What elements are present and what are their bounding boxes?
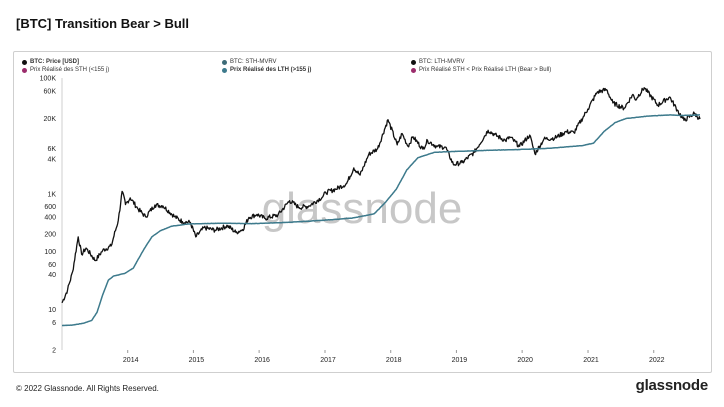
legend-dot xyxy=(222,67,227,73)
page-title: [BTC] Transition Bear > Bull xyxy=(16,16,189,31)
x-tick-label: 2018 xyxy=(386,357,402,364)
x-tick-label: 2020 xyxy=(517,357,533,364)
y-tick-label: 200 xyxy=(44,232,56,239)
x-tick-label: 2015 xyxy=(189,357,205,364)
legend-dot xyxy=(222,59,227,65)
legend-item-sth-mvrv[interactable]: BTC: STH-MVRV xyxy=(222,59,277,65)
y-tick-label: 1K xyxy=(47,191,56,198)
chart-panel: BTC: Price [USD] BTC: STH-MVRV BTC: LTH-… xyxy=(13,51,712,373)
legend-label: BTC: STH-MVRV xyxy=(230,59,277,65)
series-lines xyxy=(61,87,701,327)
y-tick-label: 100 xyxy=(44,249,56,256)
y-tick-label: 6 xyxy=(52,320,56,327)
legend-label: Prix Réalisé des STH (<155 j) xyxy=(30,67,110,73)
legend-item-price[interactable]: BTC: Price [USD] xyxy=(22,59,79,65)
y-tick-label: 60 xyxy=(48,262,56,269)
y-tick-label: 60K xyxy=(44,88,57,95)
y-tick-label: 400 xyxy=(44,214,56,221)
y-tick-label: 2 xyxy=(52,348,56,355)
y-tick-label: 6K xyxy=(47,146,56,153)
series-line-price xyxy=(61,87,701,304)
y-tick-label: 40 xyxy=(48,272,56,279)
y-axis: 2 6 10 40 60 100 200 400 600 1K 4K 6K 20K 60K 100K xyxy=(40,76,57,355)
series-line-lth-realized xyxy=(61,114,701,327)
y-tick-label: 100K xyxy=(40,76,57,83)
legend-dot xyxy=(22,59,27,65)
legend-label: Prix Réalisé des LTH (>155 j) xyxy=(230,67,312,73)
x-tick-label: 2017 xyxy=(320,357,336,364)
y-tick-label: 600 xyxy=(44,204,56,211)
legend-label: BTC: LTH-MVRV xyxy=(419,59,465,65)
y-tick-label: 20K xyxy=(44,116,57,123)
x-tick-label: 2021 xyxy=(583,357,599,364)
glassnode-logo[interactable]: glassnode xyxy=(635,377,709,394)
x-tick-label: 2014 xyxy=(123,357,139,364)
legend-dot xyxy=(22,67,27,73)
x-axis: 2014 2015 2016 2017 2018 2019 2020 2021 2022 xyxy=(123,350,665,364)
x-tick-label: 2019 xyxy=(452,357,468,364)
legend-dot xyxy=(411,59,416,65)
footer-copyright: © 2022 Glassnode. All Rights Reserved. xyxy=(16,384,159,393)
legend-item-sth-realized[interactable]: Prix Réalisé des STH (<155 j) xyxy=(22,67,109,73)
y-tick-label: 4K xyxy=(47,156,56,163)
legend-dot xyxy=(411,67,416,73)
x-tick-label: 2022 xyxy=(649,357,665,364)
x-tick-label: 2016 xyxy=(254,357,270,364)
y-tick-label: 10 xyxy=(48,307,56,314)
legend-item-lth-mvrv[interactable]: BTC: LTH-MVRV xyxy=(411,59,464,65)
legend-label: Prix Réalisé STH < Prix Réalisé LTH (Bea… xyxy=(419,67,552,73)
legend-label: BTC: Price [USD] xyxy=(30,59,80,65)
watermark-logo: glassnode xyxy=(262,184,463,233)
legend-item-lth-realized[interactable]: Prix Réalisé des LTH (>155 j) xyxy=(222,67,311,73)
legend-item-bear-bull[interactable]: Prix Réalisé STH < Prix Réalisé LTH (Bea… xyxy=(411,67,551,73)
